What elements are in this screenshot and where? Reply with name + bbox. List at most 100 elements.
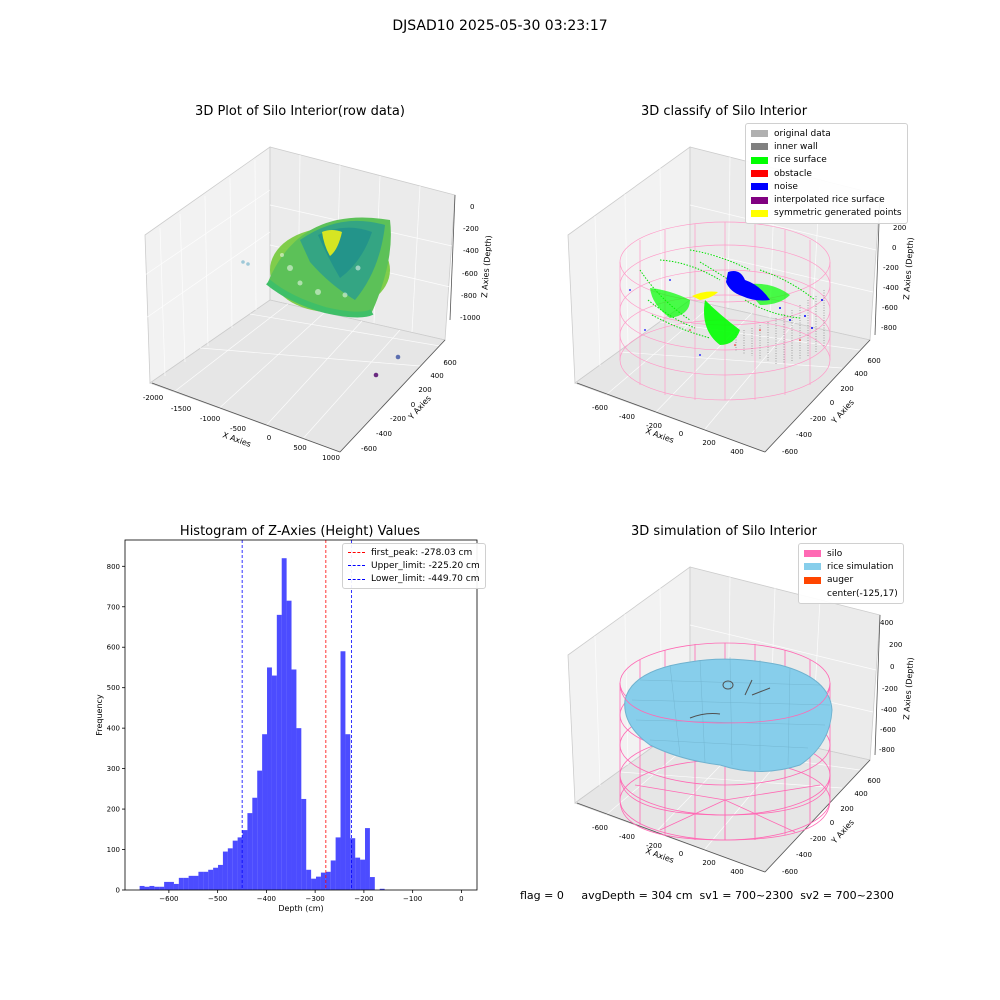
histogram-bar (252, 797, 258, 890)
histogram-y-tick-label: 600 (107, 644, 120, 652)
histogram-bar (242, 830, 248, 890)
classify-inner-wall (735, 290, 825, 364)
histogram-bar (281, 558, 287, 890)
figure-title: DJSAD10 2025-05-30 03:23:17 (392, 18, 608, 34)
raw-z-axis-label: Z Axies (Depth) (480, 235, 493, 298)
histogram-bar (208, 869, 214, 890)
histogram-bar (183, 877, 189, 890)
classify-x-tick: -600 (592, 404, 608, 412)
simulation-silo-wireframe (619, 642, 831, 841)
raw-x-tick: -1500 (171, 405, 191, 413)
histogram-x-tick-label: −600 (159, 895, 178, 903)
histogram-bar (154, 886, 160, 890)
classify-symmetric-points (692, 291, 718, 300)
legend-item-upper-limit: Upper_limit: -225.20 cm (348, 559, 480, 572)
legend-swatch (751, 170, 768, 178)
legend-swatch (804, 576, 821, 584)
legend-swatch (751, 183, 768, 191)
raw-y-tick: -600 (361, 445, 377, 453)
histogram-bar (350, 838, 356, 890)
raw-y-tick: 600 (443, 359, 456, 367)
histogram-bar (164, 881, 170, 890)
histogram-bar (267, 667, 272, 890)
histogram-bar (365, 828, 370, 890)
histogram-bar (271, 675, 277, 890)
raw-left-pane (144, 146, 271, 384)
histogram-y-tick-label: 500 (107, 684, 120, 692)
simulation-z-tick: -200 (882, 685, 898, 693)
simulation-z-tick: 0 (890, 663, 894, 671)
classify-x-tick: 0 (679, 430, 683, 438)
histogram-chart: −600 −500 −400 −300 −200 −100 0 0 100 200 300 400 5… (95, 539, 478, 913)
histogram-y-tick-label: 100 (107, 846, 120, 854)
classify-z-tick: -800 (881, 324, 897, 332)
simulation-plot-title: 3D simulation of Silo Interior (631, 524, 817, 539)
histogram-bar (247, 813, 253, 890)
histogram-bar (149, 885, 155, 890)
histogram-bar (193, 875, 199, 890)
legend-item-interpolated-rice-surface: interpolated rice surface (751, 193, 902, 206)
classify-z-tick: -400 (883, 284, 899, 292)
classify-y-tick: -600 (782, 448, 798, 456)
simulation-y-tick: 400 (854, 790, 867, 798)
histogram-legend: first_peak: -278.03 cm Upper_limit: -225… (342, 543, 486, 589)
raw-x-tick: -1000 (200, 415, 220, 423)
raw-plot-title: 3D Plot of Silo Interior(row data) (195, 104, 405, 119)
classify-y-tick: -200 (810, 415, 826, 423)
histogram-bar (335, 837, 341, 890)
classify-z-tick: -200 (883, 264, 899, 272)
legend-item-noise: noise (751, 180, 902, 193)
legend-item-rice-surface: rice surface (751, 154, 902, 167)
legend-swatch (751, 209, 768, 217)
histogram-bar (203, 871, 209, 890)
simulation-y-tick: -200 (810, 835, 826, 843)
raw-z-tick: -600 (462, 270, 478, 278)
simulation-y-tick: 600 (867, 777, 880, 785)
legend-item-obstacle: obstacle (751, 167, 902, 180)
legend-item-symmetric-generated-points: symmetric generated points (751, 207, 902, 220)
histogram-bar (311, 878, 317, 890)
raw-y-tick: -200 (390, 415, 406, 423)
legend-swatch (751, 130, 768, 138)
classify-z-tick: -600 (882, 304, 898, 312)
histogram-bar (262, 734, 268, 890)
raw-z-tick: -400 (463, 247, 479, 255)
histogram-x-tick-label: −500 (208, 895, 227, 903)
histogram-bar (301, 798, 307, 890)
histogram-bar (325, 871, 331, 890)
histogram-y-axis-label: Frequency (95, 694, 104, 736)
classify-y-tick: 200 (840, 385, 853, 393)
histogram-bar (218, 864, 223, 890)
legend-item-silo: silo (804, 547, 898, 560)
legend-swatch (804, 563, 821, 571)
legend-line (348, 565, 365, 567)
classify-y-tick: 0 (830, 399, 834, 407)
classify-x-tick: 200 (702, 439, 715, 447)
raw-outlier-point (246, 262, 250, 266)
simulation-auger (689, 679, 771, 719)
histogram-y-tick-label: 200 (107, 806, 120, 814)
legend-item-lower-limit: Lower_limit: -449.70 cm (348, 573, 480, 586)
raw-z-tick: -1000 (460, 314, 480, 322)
raw-outlier-point (373, 372, 379, 378)
histogram-bar (188, 875, 194, 890)
histogram-bar (379, 888, 385, 890)
legend-item-inner-wall: inner wall (751, 140, 902, 153)
histogram-x-tick-label: −100 (403, 895, 422, 903)
raw-z-tick: 0 (470, 203, 474, 211)
legend-swatch (804, 590, 821, 597)
simulation-x-tick: -200 (646, 842, 662, 850)
classify-silo-wireframe (619, 221, 831, 401)
raw-y-tick: 200 (418, 386, 431, 394)
histogram-bar (178, 877, 184, 890)
raw-z-tick: -800 (461, 292, 477, 300)
classify-legend: original data inner wall rice surface ob… (745, 123, 908, 225)
raw-y-tick: 0 (411, 401, 415, 409)
classify-x-axis-label: X Axies (644, 426, 675, 445)
histogram-bar (144, 886, 150, 890)
classify-x-tick: -400 (619, 413, 635, 421)
histogram-bar (296, 728, 302, 890)
status-footer: flag = 0 avgDepth = 304 cm sv1 = 700~230… (520, 889, 894, 902)
histogram-bar (159, 886, 165, 890)
simulation-left-pane (567, 566, 691, 804)
